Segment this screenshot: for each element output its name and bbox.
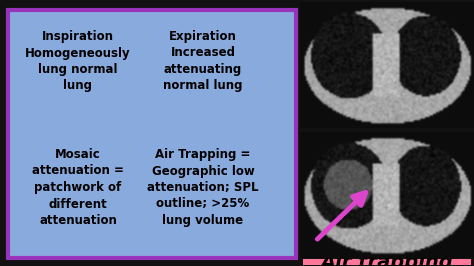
Text: Air trapping: Air trapping (320, 252, 453, 266)
FancyBboxPatch shape (303, 259, 471, 265)
Text: Inspiration
Homogeneously
lung normal
lung: Inspiration Homogeneously lung normal lu… (25, 30, 131, 93)
Text: Expiration
Increased
attenuating
normal lung: Expiration Increased attenuating normal … (163, 30, 243, 93)
Text: Air Trapping =
Geographic low
attenuation; SPL
outline; >25%
lung volume: Air Trapping = Geographic low attenuatio… (147, 148, 259, 227)
Text: Mosaic
attenuation =
patchwork of
different
attenuation: Mosaic attenuation = patchwork of differ… (32, 148, 124, 227)
FancyBboxPatch shape (8, 10, 296, 258)
